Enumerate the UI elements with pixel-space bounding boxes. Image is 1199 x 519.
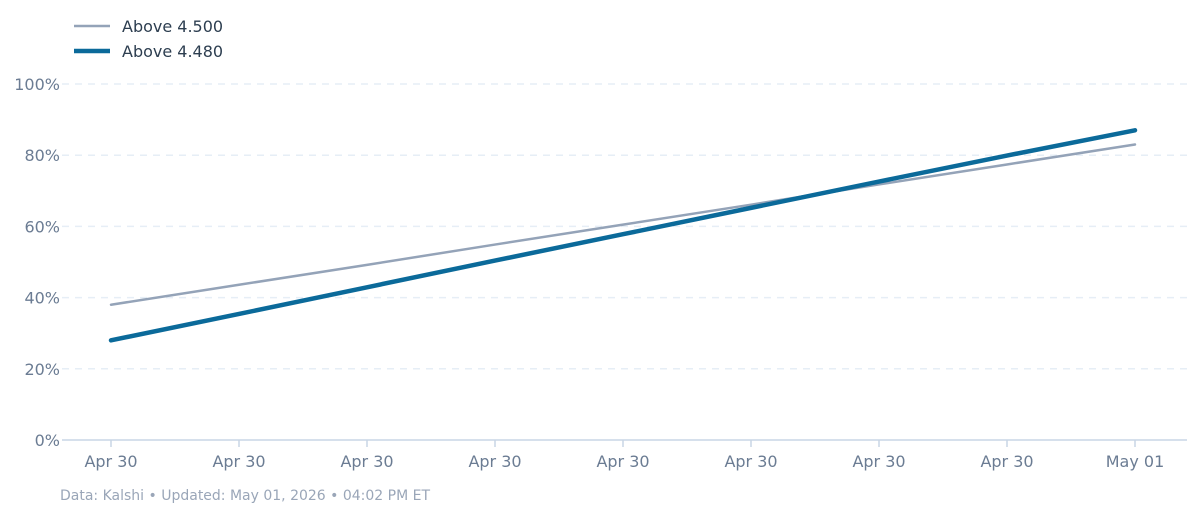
x-tick-label: Apr 30 xyxy=(724,452,777,471)
y-axis: 0% 20% 40% 60% 80% 100% xyxy=(14,75,60,450)
x-axis: Apr 30 Apr 30 Apr 30 Apr 30 Apr 30 Apr 30 Apr … xyxy=(84,440,1164,471)
series-lines xyxy=(108,128,1138,343)
x-tick-label: Apr 30 xyxy=(340,452,393,471)
x-tick-label: Apr 30 xyxy=(980,452,1033,471)
y-tick-label: 60% xyxy=(24,217,60,236)
y-tick-label: 100% xyxy=(14,75,60,94)
series-line-1 xyxy=(109,143,1137,306)
x-tick-label: Apr 30 xyxy=(468,452,521,471)
legend-label: Above 4.500 xyxy=(122,17,223,36)
y-tick-label: 80% xyxy=(24,146,60,165)
x-tick-label: Apr 30 xyxy=(852,452,905,471)
legend: Above 4.500 Above 4.480 xyxy=(74,17,223,61)
x-tick-label: Apr 30 xyxy=(212,452,265,471)
legend-label: Above 4.480 xyxy=(122,42,223,61)
y-tick-label: 40% xyxy=(24,289,60,308)
x-tick-label: Apr 30 xyxy=(84,452,137,471)
data-source-footer: Data: Kalshi • Updated: May 01, 2026 • 0… xyxy=(60,488,431,504)
y-tick-label: 0% xyxy=(35,431,60,450)
gridlines xyxy=(62,83,1187,370)
x-tick-label: May 01 xyxy=(1106,452,1165,471)
x-tick-label: Apr 30 xyxy=(596,452,649,471)
series-line-2 xyxy=(108,128,1138,343)
y-tick-label: 20% xyxy=(24,360,60,379)
